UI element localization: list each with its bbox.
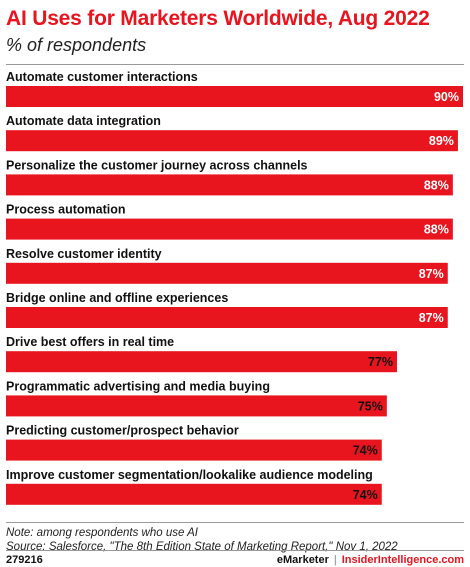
value-label: 74% xyxy=(353,488,378,502)
category-label: Automate customer interactions xyxy=(6,70,198,84)
category-label: Personalize the customer journey across … xyxy=(6,158,308,172)
bar xyxy=(6,86,463,107)
bar xyxy=(6,262,448,284)
bar xyxy=(6,307,448,328)
category-label: Improve customer segmentation/lookalike … xyxy=(6,468,373,482)
category-label: Programmatic advertising and media buyin… xyxy=(6,379,270,393)
brand-separator: | xyxy=(333,554,337,566)
note-text: Note: among respondents who use AI xyxy=(6,527,198,539)
value-label: 88% xyxy=(424,178,449,192)
category-label: Bridge online and offline experiences xyxy=(6,291,228,305)
category-label: Drive best offers in real time xyxy=(6,335,174,349)
value-label: 87% xyxy=(419,267,444,281)
value-label: 88% xyxy=(424,223,449,237)
category-label: Predicting customer/prospect behavior xyxy=(6,424,239,438)
brand-insider-intelligence: InsiderIntelligence.com xyxy=(341,554,464,566)
brand-emarketer: eMarketer xyxy=(276,554,329,566)
bar xyxy=(6,439,382,461)
bar xyxy=(6,395,387,417)
bar-chart: Automate customer interactions 90% Automat… xyxy=(6,70,463,505)
value-label: 90% xyxy=(434,90,459,104)
top-divider xyxy=(6,64,464,65)
category-label: Process automation xyxy=(6,203,125,217)
value-label: 75% xyxy=(358,399,383,413)
chart-id: 279216 xyxy=(6,554,43,566)
bar xyxy=(6,351,397,373)
bar xyxy=(6,218,453,240)
value-label: 87% xyxy=(419,311,444,325)
chart-subtitle: % of respondents xyxy=(6,35,147,55)
category-label: Resolve customer identity xyxy=(6,247,162,261)
value-label: 77% xyxy=(368,355,393,369)
value-label: 89% xyxy=(429,134,454,148)
bar xyxy=(6,483,382,505)
value-label: 74% xyxy=(353,444,378,458)
bar xyxy=(6,174,453,196)
chart-title: AI Uses for Marketers Worldwide, Aug 202… xyxy=(6,7,430,30)
footer: 279216 eMarketer | InsiderIntelligence.c… xyxy=(6,550,464,566)
bar xyxy=(6,130,458,152)
category-label: Automate data integration xyxy=(6,114,161,128)
